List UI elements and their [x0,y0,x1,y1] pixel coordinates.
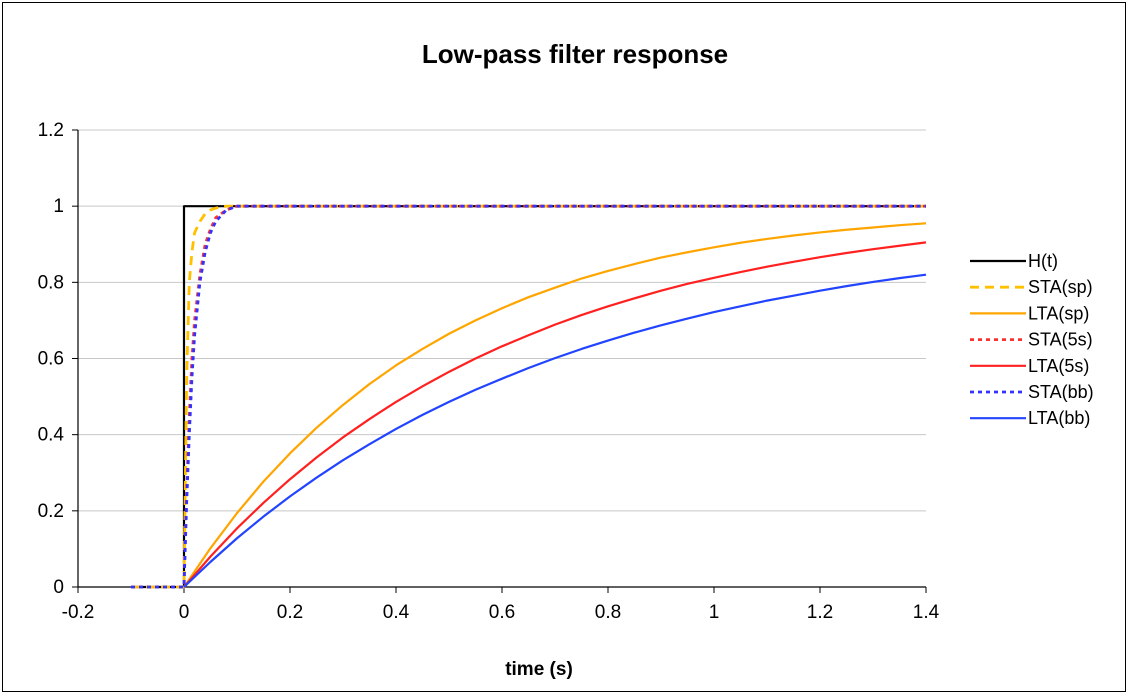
legend-label: STA(5s) [1028,330,1093,350]
y-tick-label: 1 [53,196,64,217]
legend-label: STA(sp) [1028,277,1093,297]
x-tick-label: 1 [709,602,720,623]
chart-canvas: Low-pass filter response 0 0.2 0.4 0.6 0.8 1 1… [38,39,1094,680]
x-tick-label: 1.4 [913,602,940,623]
chart-title: Low-pass filter response [422,39,728,69]
y-tick-label: 0.6 [38,349,64,370]
y-tick-label: 0.8 [38,272,64,293]
legend-label: STA(bb) [1028,382,1094,402]
legend-label: H(t) [1028,251,1058,271]
x-tick-label: 0.8 [595,602,621,623]
x-tick-label: 0.4 [383,602,410,623]
tick-labels: 0 0.2 0.4 0.6 0.8 1 1.2 -0.2 0 0.2 0.4 0.6 0.8 1 1.2 1.… [38,120,940,623]
series-line-sta-sp [131,204,926,589]
legend-label: LTA(5s) [1028,356,1089,376]
series-line-sta-bb [131,204,926,589]
y-tick-label: 0 [53,577,64,598]
x-axis-label: time (s) [505,659,573,680]
gridlines [78,129,926,512]
series-line-h-t [131,205,926,589]
x-tick-label: 0 [179,602,190,623]
x-tick-label: 0.6 [489,602,515,623]
x-tick-label: -0.2 [62,602,95,623]
axes [72,129,927,593]
legend-label: LTA(sp) [1028,303,1089,323]
series-line-lta-bb [183,273,927,588]
y-tick-label: 0.2 [38,501,64,522]
x-tick-label: 1.2 [807,602,833,623]
series-lines [131,204,927,589]
y-tick-label: 0.4 [38,425,65,446]
x-tick-label: 0.2 [277,602,303,623]
series-line-sta-5s [131,204,926,589]
legend: H(t) STA(sp) LTA(sp) STA(5s) LTA(5s) STA(bb) L… [970,251,1094,428]
y-tick-label: 1.2 [38,120,64,141]
series-line-lta-sp [183,222,927,588]
series-line-lta-5s [183,241,927,588]
legend-label: LTA(bb) [1028,408,1090,428]
